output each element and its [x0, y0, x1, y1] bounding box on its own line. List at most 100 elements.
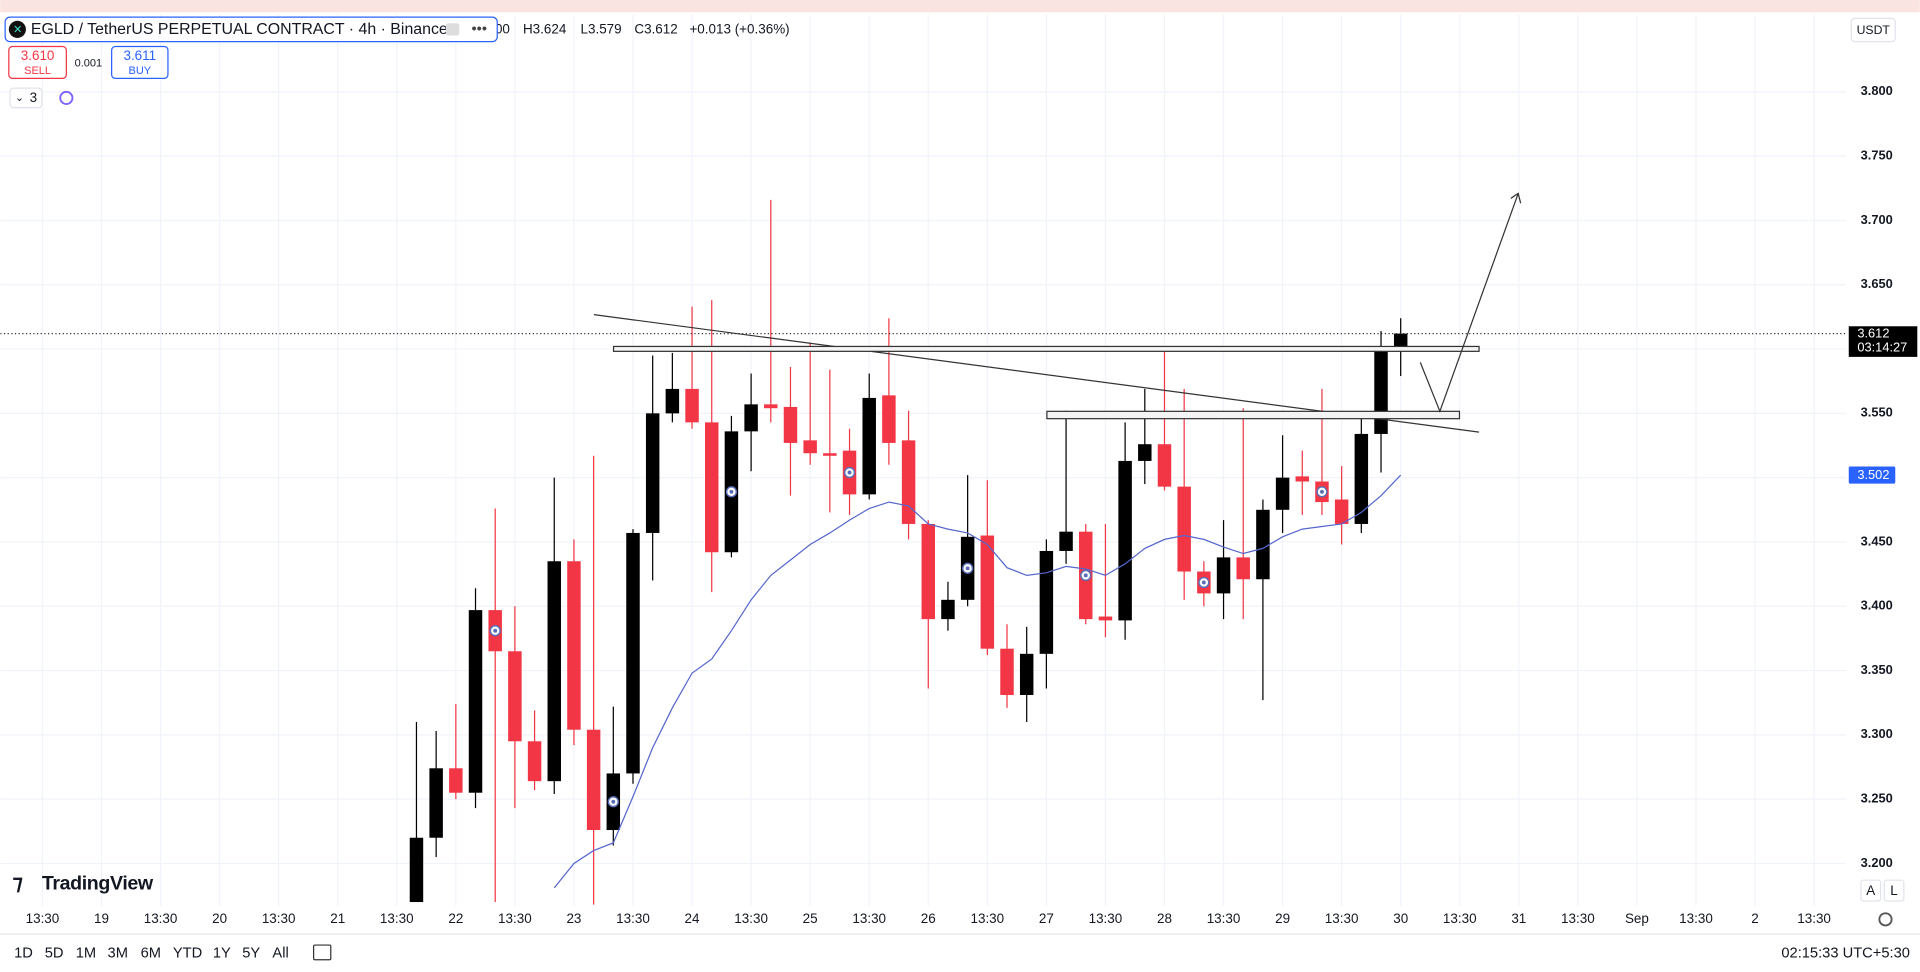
x-tick-label: 2 — [1751, 911, 1758, 926]
indicator-toggle[interactable] — [9, 87, 43, 109]
candle-body — [1295, 476, 1310, 482]
x-tick-label: 21 — [330, 911, 345, 926]
top-strip — [0, 0, 1920, 13]
x-tick-label: 13:30 — [144, 911, 178, 926]
y-tick-label: 3.250 — [1861, 791, 1893, 806]
spread: 0.001 — [75, 58, 103, 70]
scale-button-label[interactable]: L — [1890, 883, 1898, 898]
settings-icon[interactable] — [1878, 912, 1893, 927]
x-tick-label: 13:30 — [380, 911, 414, 926]
arrow-head — [1510, 192, 1522, 204]
x-tick-label: 13:30 — [616, 911, 650, 926]
candle-body — [1157, 444, 1172, 487]
x-tick-label: Sep — [1625, 911, 1649, 926]
y-tick-label: 3.700 — [1861, 212, 1893, 227]
ma-price: 3.502 — [1857, 467, 1889, 482]
calendar-icon[interactable] — [313, 944, 332, 961]
indicator-count[interactable]: 3 — [30, 90, 37, 105]
candle-body — [783, 406, 798, 443]
plot — [0, 199, 1847, 905]
currency[interactable]: USDT — [1857, 23, 1891, 37]
range-button[interactable]: 1Y — [213, 946, 231, 962]
range-button[interactable]: YTD — [173, 946, 202, 962]
x-tick-label: 28 — [1157, 911, 1172, 926]
chevron: ⌄ — [15, 92, 24, 104]
ohlc-value: L3.579 — [581, 22, 622, 37]
last-price: 3.612 — [1857, 326, 1889, 341]
x-tick-label: 22 — [448, 911, 463, 926]
x-tick-label: 13:30 — [1089, 911, 1123, 926]
x-tick-label: 19 — [94, 911, 109, 926]
zone — [612, 345, 1480, 352]
buy-label[interactable]: BUY — [128, 65, 151, 77]
event-dot — [965, 566, 970, 571]
symbol-box[interactable] — [4, 16, 498, 43]
candle-body — [980, 535, 995, 649]
x-tick-label: 13:30 — [1325, 911, 1359, 926]
symbol-logo — [8, 20, 26, 38]
candle-body — [1138, 444, 1152, 461]
ma-price-tag — [1848, 466, 1896, 484]
event-dot — [1320, 489, 1324, 494]
scale-button[interactable] — [1860, 879, 1882, 902]
event-dot — [611, 799, 616, 804]
candle-body — [941, 599, 955, 620]
candle-body — [764, 404, 778, 409]
range-button[interactable]: 1M — [76, 946, 96, 962]
more-icon[interactable]: ••• — [472, 21, 487, 37]
candle-body — [823, 453, 837, 456]
symbol-title[interactable]: EGLD / TetherUS PERPETUAL CONTRACT · 4h … — [31, 21, 448, 38]
y-tick-label: 3.750 — [1861, 148, 1893, 163]
y-tick-label: 3.200 — [1861, 855, 1893, 870]
sell-button[interactable] — [8, 45, 67, 79]
x-tick-label: 23 — [566, 911, 581, 926]
range-button[interactable]: 1D — [14, 946, 33, 962]
clock: 02:15:33 UTC+5:30 — [1781, 946, 1910, 962]
candle-body — [1000, 648, 1014, 695]
candle-body — [1334, 499, 1349, 524]
scale-button[interactable] — [1883, 879, 1905, 902]
sell-price[interactable]: 3.610 — [21, 48, 55, 63]
x-tick-label: 25 — [803, 911, 818, 926]
x-tick-label: 13:30 — [1207, 911, 1241, 926]
event-dot — [847, 470, 852, 475]
candle-body — [567, 561, 581, 730]
sell-label[interactable]: SELL — [24, 65, 51, 77]
buy-price[interactable]: 3.611 — [123, 48, 156, 63]
y-tick-label: 3.400 — [1861, 598, 1893, 613]
range-button[interactable]: All — [272, 946, 288, 962]
candle-body — [1236, 557, 1250, 580]
x-tick-label: 13:30 — [734, 911, 768, 926]
event-dot — [493, 628, 498, 633]
sync-icon[interactable] — [59, 90, 74, 105]
range-button[interactable]: 5D — [45, 946, 64, 962]
x-tick-label: 30 — [1393, 911, 1408, 926]
x-tick-label: 13:30 — [970, 911, 1004, 926]
range-button[interactable]: 5Y — [242, 946, 260, 962]
brand-name: TradingView — [42, 873, 154, 895]
event-dot — [729, 489, 734, 494]
y-tick-label: 3.350 — [1861, 662, 1893, 677]
drawings — [593, 192, 1522, 433]
countdown: 03:14:27 — [1857, 340, 1907, 355]
candle-body — [803, 440, 817, 454]
buy-button[interactable] — [111, 45, 169, 79]
candle-body — [1118, 460, 1132, 621]
range-button[interactable]: 3M — [108, 946, 128, 962]
scale-button-label[interactable]: A — [1866, 883, 1875, 898]
y-tick-label: 3.550 — [1861, 405, 1893, 420]
x-tick-label: 13:30 — [1797, 911, 1831, 926]
candle-body — [665, 388, 680, 414]
currency-box[interactable] — [1850, 17, 1896, 43]
compare-icon[interactable] — [445, 23, 460, 36]
range-button[interactable]: 6M — [141, 946, 161, 962]
candle-body — [1374, 350, 1388, 434]
candle-body — [1039, 550, 1054, 654]
x-tick-label: 13:30 — [1561, 911, 1595, 926]
candle-body — [1216, 557, 1231, 594]
logo-glyph: ✕ — [13, 24, 22, 36]
zone — [1046, 410, 1461, 420]
candle-body — [409, 837, 424, 903]
ohlc-value: C3.612 — [634, 22, 677, 37]
y-tick-label: 3.300 — [1861, 726, 1893, 741]
